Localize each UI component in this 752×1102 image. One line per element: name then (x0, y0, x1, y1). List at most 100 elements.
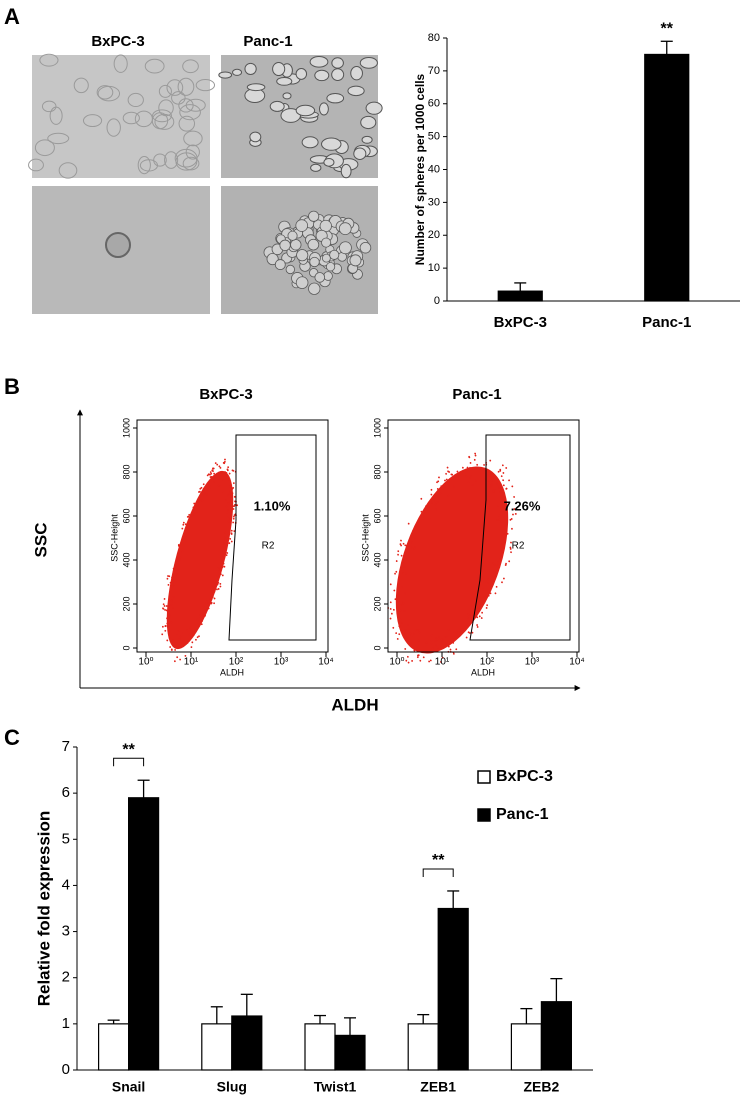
cloud-dot (508, 479, 510, 482)
cloud-dot (430, 634, 433, 637)
cloud-dot (176, 558, 178, 561)
cloud-dot (192, 634, 195, 636)
cloud-dot (496, 477, 498, 479)
cloud-dot (214, 462, 217, 465)
cloud-dot (181, 527, 184, 530)
cloud-dot (405, 572, 407, 575)
cloud-dot (488, 483, 491, 486)
cloud-dot (445, 472, 448, 475)
cloud-dot (502, 479, 505, 482)
cloud-dot (229, 537, 232, 540)
cloud-dot (466, 466, 469, 469)
cloud-dot (166, 625, 169, 628)
cell (326, 93, 345, 104)
cloud-dot (164, 625, 167, 628)
cloud-dot (215, 583, 218, 585)
cloud-dot (170, 648, 173, 651)
cell (359, 56, 378, 69)
cell (182, 156, 200, 171)
cell (127, 92, 144, 108)
cloud-dot (393, 589, 396, 592)
cell (182, 59, 199, 74)
cloud-dot (190, 646, 193, 649)
cloud-dot (397, 600, 400, 603)
cloud-dot (224, 539, 227, 541)
cloud-dot (179, 635, 182, 638)
cell (308, 282, 321, 295)
cloud-dot (172, 606, 174, 609)
cloud-dot (499, 558, 502, 561)
cloud-dot (430, 639, 433, 642)
cloud-dot (402, 562, 404, 565)
cloud-dot (223, 555, 226, 558)
cloud-dot (178, 637, 181, 640)
cell (347, 85, 365, 97)
cloud-dot (434, 640, 437, 642)
cloud-dot (405, 558, 408, 561)
cloud-dot (505, 562, 507, 565)
cloud-dot (228, 542, 231, 545)
cloud-dot (404, 544, 407, 547)
cell-cloud (161, 458, 239, 663)
cloud-dot (486, 582, 489, 585)
cloud-dot (512, 513, 514, 516)
cloud-dot (436, 488, 439, 490)
cloud-dot (175, 573, 178, 576)
cloud-dot (167, 575, 169, 577)
cloud-dot (434, 508, 437, 511)
cell (310, 163, 322, 172)
cloud-dot (465, 636, 468, 639)
cloud-dot (461, 466, 464, 469)
cell (82, 114, 103, 128)
cloud-dot (439, 492, 442, 495)
cloud-dot (209, 598, 212, 600)
cloud-dot (166, 622, 169, 625)
cloud-dot (171, 576, 173, 579)
x-axis-label: ALDH (331, 695, 378, 714)
bar (97, 1023, 130, 1071)
cloud-dot (420, 510, 423, 513)
x-tick-label: Panc-1 (642, 314, 691, 331)
cloud-dot (514, 512, 517, 515)
cell (122, 111, 140, 125)
cloud-dot (447, 629, 450, 631)
cloud-dot (495, 564, 498, 566)
cloud-dot (405, 659, 408, 662)
cloud-dot (184, 654, 187, 657)
cloud-dot (225, 554, 228, 557)
cloud-dot (511, 527, 513, 530)
cell (307, 238, 320, 251)
cell (171, 91, 186, 105)
cell (158, 84, 172, 98)
cloud-dot (471, 610, 474, 613)
cloud-dot (496, 482, 499, 485)
cloud-dot (225, 473, 228, 476)
cloud-dot (434, 503, 437, 506)
cloud-dot (221, 554, 224, 557)
cloud-dot (474, 479, 477, 482)
cell (359, 241, 372, 254)
y-tick-label: 600 (372, 508, 382, 523)
cloud-dot (230, 501, 233, 504)
cloud-dot (211, 593, 214, 595)
cloud-dot (232, 505, 234, 508)
cloud-dot (200, 486, 203, 489)
cloud-dot (498, 518, 501, 521)
cloud-dot (505, 467, 508, 469)
cloud-dot (492, 490, 495, 493)
cloud-dot (453, 485, 455, 488)
x-tick-label: Slug (217, 1079, 247, 1095)
cell (28, 158, 44, 172)
cloud-dot (168, 636, 171, 639)
x-tick-label: 10³ (274, 657, 289, 668)
cloud-dot (500, 475, 503, 478)
sphere (105, 232, 131, 258)
cell (274, 259, 286, 270)
cloud-dot (411, 546, 413, 549)
gate-name: R2 (262, 541, 275, 552)
cloud-dot (218, 568, 220, 571)
y-tick-label: 70 (428, 65, 440, 77)
cloud-dot (224, 531, 227, 534)
cloud-dot (213, 477, 215, 480)
